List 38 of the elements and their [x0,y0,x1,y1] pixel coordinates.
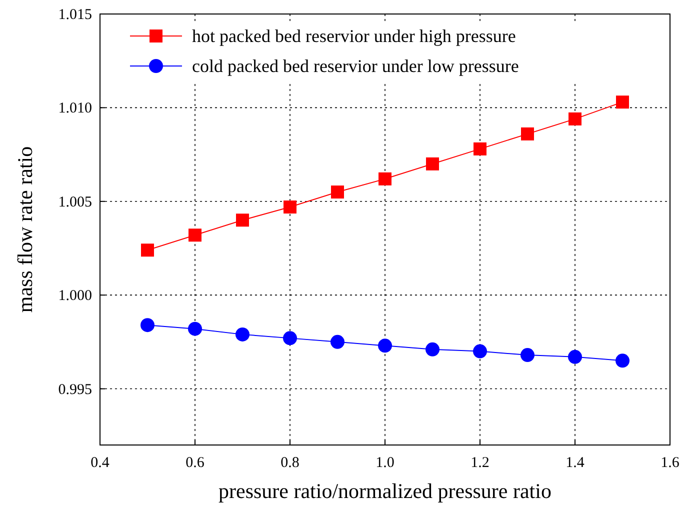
x-axis-title: pressure ratio/normalized pressure ratio [218,479,552,503]
y-tick-label: 1.015 [58,7,92,23]
point [378,172,392,186]
point [284,200,296,214]
point [521,127,534,140]
point [378,338,392,353]
y-tick-label: 1.000 [58,288,92,304]
x-tick-label: 0.8 [280,455,300,471]
x-tick-label: 1.0 [376,455,394,471]
point [188,228,202,242]
x-tick-label: 1.6 [660,455,680,471]
legend-label: hot packed bed reservior under high pressure [192,26,516,46]
point [426,342,440,356]
point [188,322,202,336]
point [283,331,297,346]
point [616,96,629,109]
y-axis-title: mass flow rate ratio [13,146,37,313]
point [140,318,154,332]
point [568,350,582,364]
x-tick-label: 0.6 [186,455,205,471]
x-tick-label: 1.2 [470,455,490,471]
point [236,214,249,227]
y-tick-label: 1.005 [58,194,92,210]
point [474,142,486,156]
point [616,354,630,368]
x-tick-label: 1.4 [566,455,585,471]
x-tick-label: 0.4 [90,455,110,471]
point [473,344,487,358]
point [141,244,154,257]
point [330,334,344,349]
legend-label: cold packed bed reservior under low pressure [192,56,519,76]
point [331,186,344,199]
point [568,112,582,126]
point [520,348,534,362]
point [236,327,250,342]
y-tick-label: 1.010 [58,100,92,117]
point [426,157,439,170]
y-tick-label: 0.995 [58,382,92,398]
